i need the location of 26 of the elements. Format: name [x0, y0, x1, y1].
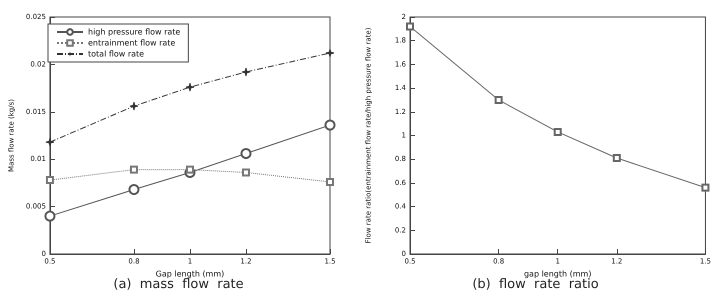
legend-label: entrainment flow rate: [88, 38, 176, 48]
point: [326, 48, 334, 58]
point: [701, 184, 710, 192]
point: [46, 176, 54, 184]
point: [185, 82, 194, 92]
legend-label: high pressure flow rate: [88, 28, 180, 36]
x-axis-title: gap length (mm): [524, 269, 592, 278]
point: [45, 138, 54, 147]
point: [240, 148, 252, 160]
x-axis-title: Gap length (mm): [156, 269, 224, 278]
point: [406, 22, 414, 30]
point: [612, 154, 621, 162]
point: [130, 166, 138, 174]
point: [241, 67, 250, 76]
text: (a) mass flow rate: [113, 277, 244, 292]
point: [554, 128, 562, 136]
point: [129, 102, 138, 111]
point: [324, 120, 336, 131]
text: (b) flow rate ratio: [472, 277, 599, 292]
point: [242, 168, 250, 176]
point: [186, 166, 194, 174]
point: [128, 184, 140, 196]
legend-label: total flow rate: [88, 50, 144, 58]
point: [44, 210, 56, 222]
point: [326, 178, 334, 186]
point: [494, 96, 503, 104]
